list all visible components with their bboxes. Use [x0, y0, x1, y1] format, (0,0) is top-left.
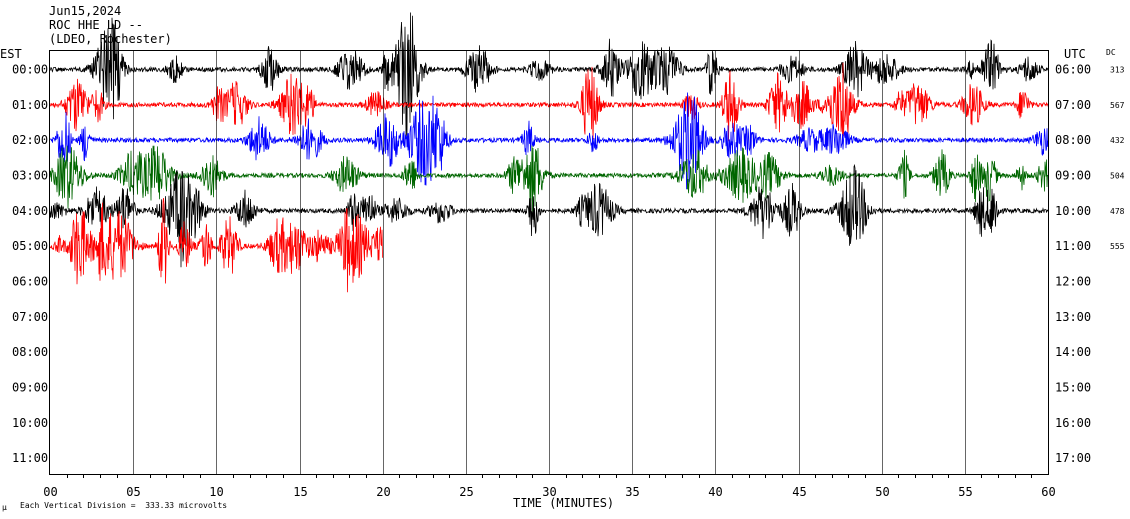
right-time-label: 08:00 — [1055, 133, 1091, 147]
seismic-trace-row-3 — [49, 145, 1049, 212]
x-tick-label: 15 — [293, 485, 307, 499]
left-time-label: 06:00 — [12, 274, 48, 288]
x-tick-label: 50 — [875, 485, 889, 499]
right-time-label: 06:00 — [1055, 62, 1091, 76]
dc-value: 313 — [1110, 65, 1125, 74]
left-time-label: 03:00 — [12, 168, 48, 182]
left-time-label: 09:00 — [12, 380, 48, 394]
left-time-label: 04:00 — [12, 204, 48, 218]
x-tick-label: 35 — [625, 485, 639, 499]
left-time-label: 00:00 — [12, 62, 48, 76]
right-time-label: 17:00 — [1055, 451, 1091, 465]
right-time-label: 13:00 — [1055, 310, 1091, 324]
right-time-label: 14:00 — [1055, 345, 1091, 359]
x-tick-label: 30 — [542, 485, 556, 499]
date-label: Jun15,2024 — [49, 4, 122, 18]
left-time-label: 08:00 — [12, 345, 48, 359]
right-time-label: 11:00 — [1055, 239, 1091, 253]
dc-value: 504 — [1110, 171, 1125, 180]
x-tick-label: 00 — [43, 485, 57, 499]
seismic-trace-row-4 — [49, 163, 1049, 268]
right-time-label: 10:00 — [1055, 204, 1091, 218]
plot-frame — [49, 50, 1049, 475]
mu-mark: µ — [2, 503, 7, 512]
right-timezone-label: UTC — [1064, 47, 1086, 61]
left-time-label: 07:00 — [12, 310, 48, 324]
x-tick-label: 20 — [376, 485, 390, 499]
left-time-label: 10:00 — [12, 416, 48, 430]
right-time-label: 12:00 — [1055, 274, 1091, 288]
scale-note: Each Vertical Division = 333.33 microvol… — [20, 501, 228, 510]
x-tick-label: 25 — [459, 485, 473, 499]
x-tick-label: 10 — [209, 485, 223, 499]
right-time-label: 16:00 — [1055, 416, 1091, 430]
x-tick-label: 45 — [792, 485, 806, 499]
left-time-label: 01:00 — [12, 98, 48, 112]
dc-value: 432 — [1110, 136, 1125, 145]
network-label: (LDEO, Rochester) — [49, 32, 172, 46]
x-tick-label: 55 — [958, 485, 972, 499]
x-tick-label: 05 — [126, 485, 140, 499]
left-time-label: 05:00 — [12, 239, 48, 253]
right-time-label: 15:00 — [1055, 380, 1091, 394]
x-tick-label: 40 — [708, 485, 722, 499]
left-time-label: 02:00 — [12, 133, 48, 147]
dc-column-label: DC — [1106, 48, 1116, 57]
seismic-trace-row-0 — [49, 12, 1049, 137]
dc-value: 567 — [1110, 101, 1125, 110]
left-timezone-label: EST — [0, 47, 22, 61]
right-time-label: 09:00 — [1055, 168, 1091, 182]
right-time-label: 07:00 — [1055, 98, 1091, 112]
x-tick-label: 60 — [1041, 485, 1055, 499]
left-time-label: 11:00 — [12, 451, 48, 465]
x-axis-title: TIME (MINUTES) — [513, 496, 615, 510]
dc-value: 555 — [1110, 242, 1125, 251]
dc-value: 478 — [1110, 207, 1125, 216]
